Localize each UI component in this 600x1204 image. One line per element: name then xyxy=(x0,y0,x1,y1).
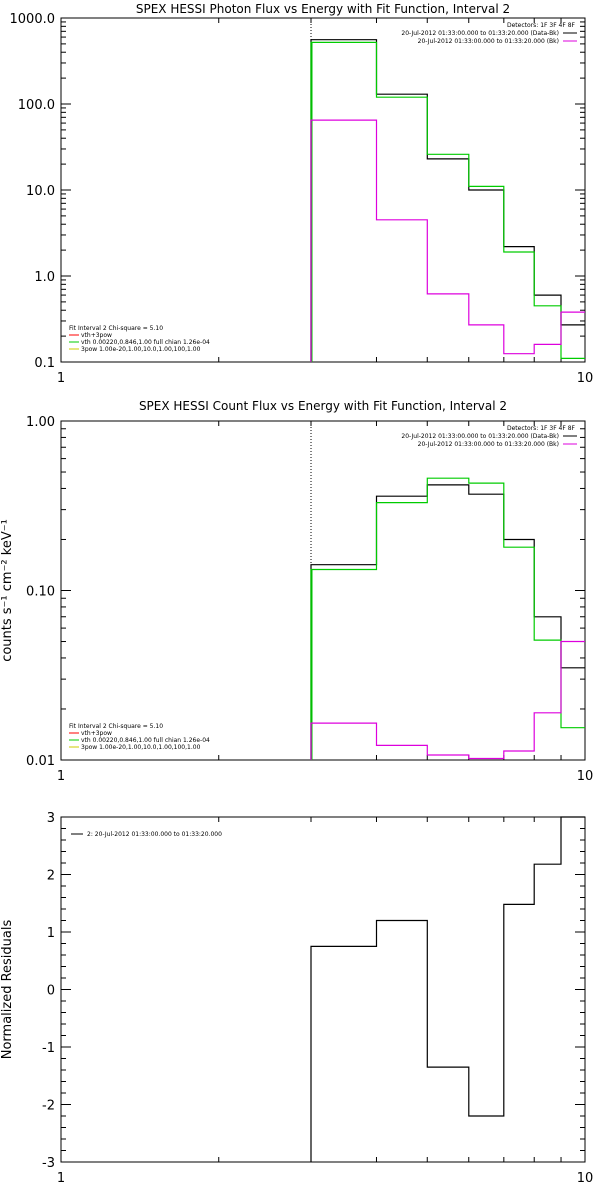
x-tick-label: 1 xyxy=(57,769,65,784)
x-tick-label: 1 xyxy=(57,371,65,386)
fit-legend-label: 3pow 1.00e-20,1.00,10.0,1.00,100,1.00 xyxy=(81,744,201,751)
fit-legend-label: vth+3pow xyxy=(81,730,112,737)
y-tick-label: -3 xyxy=(42,1156,55,1171)
legend-label: 20-Jul-2012 01:33:00.000 to 01:33:20.000… xyxy=(418,38,559,45)
fit-legend-header: Fit Interval 2 Chi-square = 5.10 xyxy=(69,325,163,332)
legend-label: 20-Jul-2012 01:33:00.000 to 01:33:20.000… xyxy=(401,30,559,37)
legend-label: 20-Jul-2012 01:33:00.000 to 01:33:20.000… xyxy=(401,433,559,440)
y-tick-label: 1000.0 xyxy=(10,12,56,27)
fit-legend-label: vth 0.00220,0.846,1.00 full chian 1.26e-… xyxy=(81,339,210,346)
y-tick-label: 1.0 xyxy=(34,270,55,285)
y-tick-label: 10.0 xyxy=(26,184,55,199)
y-tick-label: 1.00 xyxy=(26,415,55,430)
chart-title: SPEX HESSI Photon Flux vs Energy with Fi… xyxy=(136,2,510,16)
y-tick-label: 1 xyxy=(47,926,55,941)
plot-frame xyxy=(60,420,586,761)
plot-frame xyxy=(60,816,586,1163)
series-0-step-line xyxy=(310,484,585,760)
residuals-panel: Normalized Residuals 1 10 -3 -2 -1 0 1 2 3 2: 20-J… xyxy=(0,811,593,1186)
series-0-step-line xyxy=(310,39,585,362)
y-tick-label: 0 xyxy=(47,984,55,999)
series-1-step-line xyxy=(310,41,585,362)
legend-label: 2: 20-Jul-2012 01:33:00.000 to 01:33:20.… xyxy=(87,831,222,838)
series-1-step-line xyxy=(310,477,585,760)
chart-title: SPEX HESSI Count Flux vs Energy with Fit… xyxy=(139,399,507,413)
y-tick-label: 0.10 xyxy=(26,585,55,600)
x-tick-label: 1 xyxy=(57,1171,65,1186)
x-tick-label: 10 xyxy=(577,769,594,784)
y-tick-label: -1 xyxy=(42,1041,55,1056)
count-flux-panel: SPEX HESSI Count Flux vs Energy with Fit… xyxy=(0,399,593,784)
series-0-step-line xyxy=(310,816,585,1162)
fit-legend-label: vth 0.00220,0.846,1.00 full chian 1.26e-… xyxy=(81,737,210,744)
y-tick-label: 2 xyxy=(47,869,55,884)
plot-frame xyxy=(60,17,586,363)
legend-label: 20-Jul-2012 01:33:00.000 to 01:33:20.000… xyxy=(418,441,559,448)
y-axis-label: Normalized Residuals xyxy=(0,920,15,1060)
fit-legend-label: 3pow 1.00e-20,1.00,10.0,1.00,100,1.00 xyxy=(81,346,201,353)
y-axis-label: counts s⁻¹ cm⁻² keV⁻¹ xyxy=(0,519,15,662)
y-tick-label: 3 xyxy=(47,811,55,826)
legend-header: Detectors: 1F 3F 4F 8F xyxy=(507,425,576,432)
y-tick-label: -2 xyxy=(42,1099,55,1114)
y-tick-label: 0.1 xyxy=(34,356,55,371)
fit-legend-header: Fit Interval 2 Chi-square = 5.10 xyxy=(69,723,163,730)
fit-legend-label: vth+3pow xyxy=(81,332,112,339)
series-2-step-line xyxy=(310,119,585,362)
y-tick-label: 0.01 xyxy=(26,754,55,769)
legend-header: Detectors: 1F 3F 4F 8F xyxy=(507,22,576,29)
series-2-step-line xyxy=(310,640,585,760)
x-tick-label: 10 xyxy=(577,1171,594,1186)
y-tick-label: 100.0 xyxy=(18,98,55,113)
x-tick-label: 10 xyxy=(577,371,594,386)
photon-flux-panel: SPEX HESSI Photon Flux vs Energy with Fi… xyxy=(10,2,594,386)
